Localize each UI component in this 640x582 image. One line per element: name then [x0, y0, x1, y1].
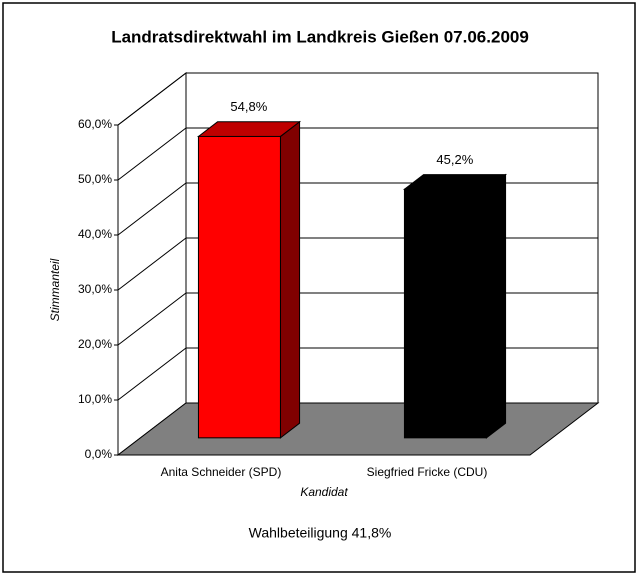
chart-title: Landratsdirektwahl im Landkreis Gießen 0… [111, 27, 529, 46]
bar [403, 188, 487, 439]
value-label: 54,8% [230, 99, 267, 114]
y-tick-label: 50,0% [78, 172, 112, 186]
grid-line [117, 72, 598, 126]
value-label: 45,2% [436, 152, 473, 167]
grid-line [117, 127, 598, 181]
y-axis-label: Stimmanteil [48, 258, 62, 321]
annotation: Wahlbeteiligung 41,8% [249, 525, 392, 541]
bar-side [279, 120, 301, 439]
bar-side [485, 173, 507, 439]
y-tick-label: 40,0% [78, 227, 112, 241]
y-tick-label: 30,0% [78, 282, 112, 296]
y-tick-label: 10,0% [78, 392, 112, 406]
y-tick-label: 0,0% [85, 447, 113, 461]
x-tick-label: Anita Schneider (SPD) [161, 465, 282, 479]
x-axis-label: Kandidat [300, 485, 348, 499]
y-tick-label: 60,0% [78, 117, 112, 131]
x-tick-label: Siegfried Fricke (CDU) [367, 465, 488, 479]
floor [116, 402, 600, 456]
bar [197, 135, 281, 439]
y-tick-label: 20,0% [78, 337, 112, 351]
